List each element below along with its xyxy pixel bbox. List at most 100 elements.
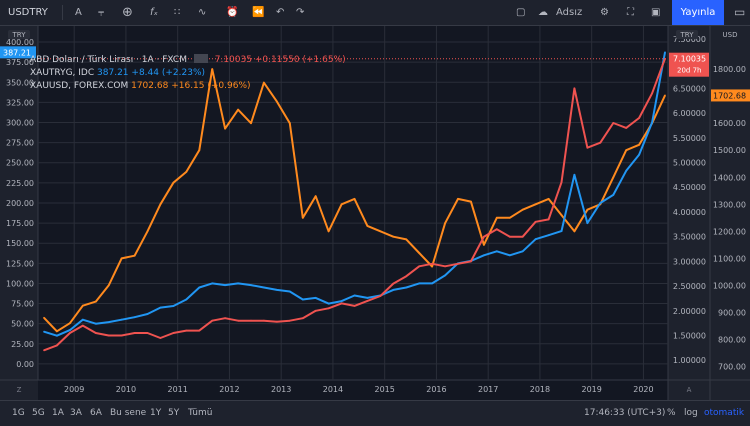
layout-square-icon[interactable]: ▢ [516,7,526,18]
left-tick-1: 375.00 [6,58,34,67]
point-xauusd-28 [405,238,408,241]
legend-s1-name: XAUTRYG, IDC [30,68,95,78]
point-xautryg-7 [133,316,136,319]
range-button-7[interactable]: 5Y [168,408,180,418]
auto-toggle[interactable]: otomatik [704,408,745,418]
point-usdtry-30 [431,262,433,265]
left-tick-8: 200.00 [6,199,34,208]
cloud-icon[interactable]: ☁ [538,7,548,18]
inner-axis-label-box [676,30,698,39]
point-xauusd-25 [366,225,369,227]
symbol-search[interactable]: USDTRY [8,7,48,18]
expand-down-icon[interactable]: ▭ [734,5,746,19]
inner-tick-2: 6.50000 [673,84,706,93]
legend-series1-row[interactable]: XAUTRYG, IDC 387.21 +8.44 (+2.23%) [30,67,346,80]
point-usdtry-20 [301,317,304,320]
inner-tick-5: 5.00000 [673,159,706,168]
point-usdtry-38 [534,220,537,223]
fullscreen-icon[interactable]: ⛶ [627,7,634,18]
range-button-3[interactable]: 3A [70,408,82,418]
point-xauusd-5 [107,284,110,287]
point-xautryg-45 [625,169,628,172]
point-xauusd-39 [547,198,550,200]
point-usdtry-39 [547,218,550,221]
point-xauusd-18 [276,100,278,103]
redo-icon[interactable]: ↷ [296,7,305,18]
point-usdtry-46 [638,117,640,119]
left-tick-15: 25.00 [11,340,34,349]
x-tick-7: 2016 [426,385,446,394]
point-xauusd-30 [431,265,433,268]
publish-button[interactable]: Yayınla [672,0,724,25]
chart-canvas[interactable]: 400.00 375.00 350.00 325.00 300.00 275.00 250.… [0,26,750,400]
point-xautryg-17 [263,286,265,289]
compare-font-button[interactable]: A [75,7,82,18]
range-button-1[interactable]: 5G [32,408,45,418]
point-xautryg-35 [495,250,498,253]
point-xauusd-11 [185,171,188,173]
legend-series2-row[interactable]: XAUUSD, FOREX.COM 1702.68 +16.15 (+0.96%… [30,80,346,93]
point-usdtry-23 [340,302,343,305]
inner-axis-label: TRY [680,31,695,39]
outer-tick-4: 1400.00 [713,173,746,182]
point-usdtry-34 [483,235,485,238]
inner-tick-4: 5.50000 [673,134,706,143]
range-button-8[interactable]: Tümü [188,408,213,418]
eye-icon[interactable] [193,54,208,63]
point-usdtry-45 [625,127,628,129]
snapshot-camera-icon[interactable]: ▣ [651,7,661,18]
point-xautryg-41 [573,173,576,176]
left-axis-panel [0,26,38,400]
percent-toggle[interactable]: % [667,408,676,418]
top-toolbar: USDTRY A ⫧ ⊕ fₓ ∷ ∿ ⏰ ⏪ ↶ ↷ ▢ ☁ Adsız ⚙ … [0,0,750,26]
right-axis-panel [668,26,750,400]
range-button-6[interactable]: 1Y [150,408,162,418]
point-xautryg-42 [586,222,589,225]
add-compare-icon[interactable]: ⊕ [122,5,133,20]
legend-s2-name: XAUUSD, FOREX.COM [30,81,129,91]
point-usdtry-28 [405,275,408,278]
chart-type-icon[interactable]: ⫧ [98,6,105,19]
point-xauusd-27 [392,235,395,238]
alert-clock-icon[interactable]: ⏰ [226,7,239,18]
point-xautryg-27 [392,289,395,291]
point-xautryg-39 [547,234,550,237]
range-button-0[interactable]: 1G [12,408,25,418]
point-usdtry-16 [250,319,252,322]
point-xauusd-29 [418,252,421,254]
point-usdtry-44 [612,122,615,124]
point-xauusd-26 [379,230,382,233]
replay-icon[interactable]: ⏪ [252,7,265,18]
point-xauusd-22 [327,230,330,233]
range-button-4[interactable]: 6A [90,408,102,418]
inner-tick-7: 4.00000 [673,208,706,217]
point-xautryg-21 [314,297,317,299]
left-axis-label-box [8,30,30,39]
settings-gear-icon[interactable]: ⚙ [600,7,609,18]
layout-name[interactable]: Adsız [556,7,583,18]
x-tick-6: 2015 [375,385,395,394]
indicators-icon[interactable]: fₓ [150,7,158,18]
undo-icon[interactable]: ↶ [276,7,285,18]
point-usdtry-43 [599,141,602,144]
range-button-2[interactable]: 1A [52,408,64,418]
range-button-5[interactable]: Bu sene [110,408,147,418]
left-tick-11: 125.00 [6,259,34,268]
x-tick-2: 2011 [168,385,188,394]
point-xautryg-6 [120,318,123,321]
point-xauusd-44 [612,176,615,179]
point-xautryg-31 [444,274,446,277]
point-usdtry-37 [521,235,524,238]
log-toggle[interactable]: log [684,408,698,418]
left-tick-9: 175.00 [6,219,34,228]
financials-icon[interactable]: ∿ [198,7,207,18]
point-usdtry-4 [94,332,97,334]
point-xautryg-11 [185,298,188,301]
point-xautryg-24 [353,294,356,297]
templates-icon[interactable]: ∷ [174,7,181,18]
point-xautryg-37 [521,250,524,253]
outer-tick-10: 800.00 [718,335,746,344]
point-xauusd-7 [133,254,136,257]
point-xautryg-5 [107,321,110,323]
chart-area[interactable]: 400.00 375.00 350.00 325.00 300.00 275.00 250.… [0,26,750,400]
